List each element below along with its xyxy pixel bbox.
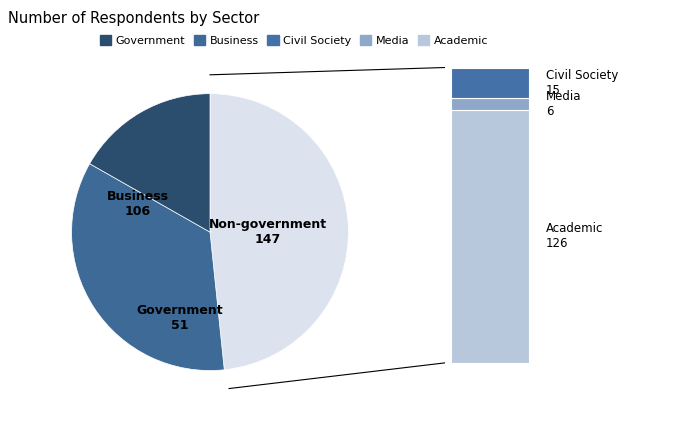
Text: Business
106: Business 106 <box>107 190 169 219</box>
Text: Non-government
147: Non-government 147 <box>209 218 327 246</box>
Text: Government
51: Government 51 <box>136 304 223 332</box>
Text: Academic
126: Academic 126 <box>546 222 603 250</box>
Bar <box>452 110 528 363</box>
Legend: Government, Business, Civil Society, Media, Academic: Government, Business, Civil Society, Med… <box>95 31 493 50</box>
Text: Media
6: Media 6 <box>546 90 582 118</box>
Text: Number of Respondents by Sector: Number of Respondents by Sector <box>8 11 260 26</box>
Text: Civil Society
15: Civil Society 15 <box>546 69 618 97</box>
Wedge shape <box>90 94 210 232</box>
Wedge shape <box>210 94 349 370</box>
Bar <box>452 68 528 97</box>
Wedge shape <box>71 164 224 371</box>
Bar <box>452 97 528 110</box>
